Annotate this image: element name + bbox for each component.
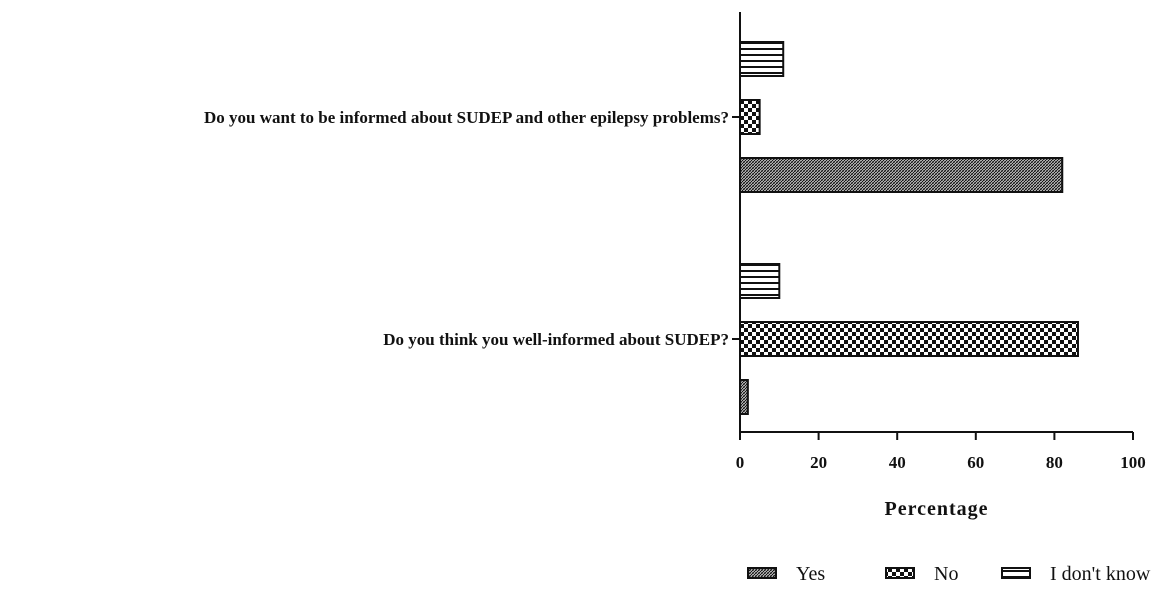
x-axis-title: Percentage bbox=[884, 498, 988, 520]
bar bbox=[739, 41, 785, 77]
legend-label: No bbox=[934, 563, 958, 585]
x-tick-label: 20 bbox=[810, 453, 827, 472]
axes: Do you want to be informed about SUDEP a… bbox=[204, 12, 1146, 472]
bar bbox=[739, 379, 749, 415]
legend-swatch bbox=[885, 567, 915, 579]
category-label: Do you think you well-informed about SUD… bbox=[383, 330, 729, 349]
legend: Yes No I don't know bbox=[747, 563, 1151, 585]
x-tick-label: 80 bbox=[1046, 453, 1063, 472]
category-label: Do you want to be informed about SUDEP a… bbox=[204, 108, 729, 127]
legend-swatch bbox=[747, 567, 777, 579]
bar bbox=[739, 157, 1064, 193]
x-tick-label: 0 bbox=[736, 453, 745, 472]
plot-area bbox=[739, 41, 1079, 415]
x-tick-label: 40 bbox=[889, 453, 906, 472]
bar bbox=[739, 321, 1079, 357]
x-tick-label: 60 bbox=[967, 453, 984, 472]
bar bbox=[739, 99, 761, 135]
legend-label: I don't know bbox=[1050, 563, 1151, 585]
x-tick-label: 100 bbox=[1120, 453, 1146, 472]
legend-label: Yes bbox=[796, 563, 825, 585]
bar bbox=[739, 263, 781, 299]
legend-swatch bbox=[1001, 567, 1031, 579]
